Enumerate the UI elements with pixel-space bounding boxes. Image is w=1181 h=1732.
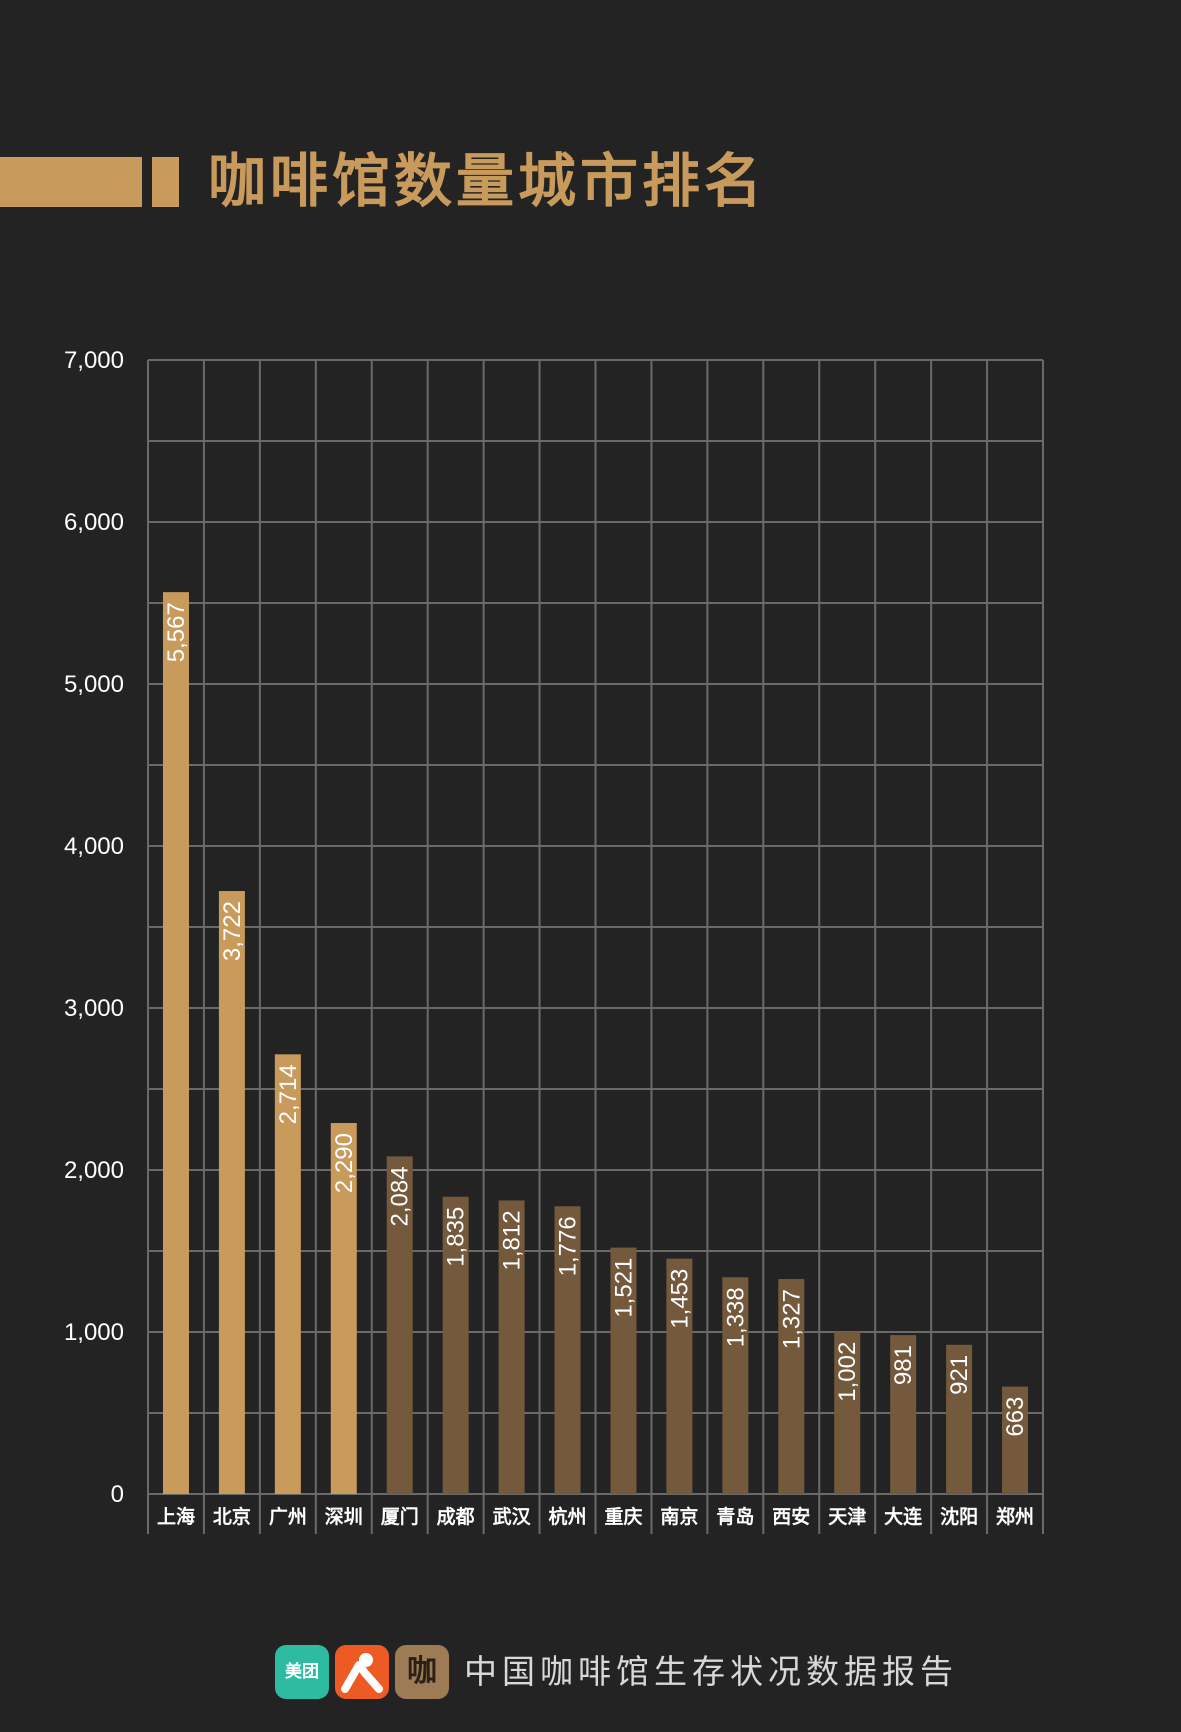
x-tick-label: 成都 [437, 1505, 475, 1528]
kafei-logo-icon: 咖 [395, 1645, 449, 1699]
x-tick-label: 广州 [269, 1505, 307, 1528]
y-tick-label: 7,000 [64, 347, 124, 374]
bar-value-label: 1,812 [499, 1210, 526, 1270]
bar [274, 1054, 301, 1494]
bar-value-label: 1,327 [778, 1289, 805, 1349]
bar-chart: 0 1,000 2,000 3,000 4,000 5,000 6,000 7,000 5,56… [64, 347, 1044, 1534]
y-tick-label: 1,000 [64, 1319, 124, 1346]
chart-title-banner: 咖啡馆数量城市排名 [0, 150, 900, 212]
bar-value-label: 3,722 [219, 901, 246, 961]
bar-value-label: 1,002 [834, 1342, 861, 1402]
x-tick-label: 厦门 [381, 1505, 419, 1528]
bar-value-label: 663 [1002, 1397, 1029, 1437]
bar-value-label: 2,714 [275, 1064, 302, 1124]
bar [162, 592, 189, 1494]
footer: 美团 咖 中国咖啡馆生存状况数据报告 [272, 1643, 1032, 1701]
bar-value-label: 1,453 [666, 1269, 693, 1329]
bar [722, 1277, 749, 1494]
x-tick-label: 沈阳 [940, 1505, 978, 1528]
bar-value-label: 1,776 [555, 1216, 582, 1276]
x-tick-label: 上海 [157, 1505, 195, 1528]
bar-value-label: 981 [890, 1345, 917, 1385]
y-tick-label: 4,000 [64, 833, 124, 860]
bar [666, 1258, 693, 1494]
bar [386, 1156, 413, 1494]
bar-value-label: 1,835 [443, 1207, 470, 1267]
title-accent-bar [0, 157, 142, 207]
y-tick-label: 0 [111, 1481, 124, 1508]
dianping-logo-icon [335, 1645, 389, 1699]
bar [610, 1247, 637, 1494]
chart-title: 咖啡馆数量城市排名 [208, 147, 767, 215]
x-tick-label: 郑州 [996, 1506, 1034, 1528]
bar [778, 1279, 805, 1494]
bar-value-label: 2,290 [331, 1133, 358, 1193]
bar [218, 891, 245, 1494]
y-tick-label: 2,000 [64, 1157, 124, 1184]
x-tick-label: 重庆 [604, 1505, 642, 1528]
bar-value-label: 5,567 [163, 602, 190, 662]
x-tick-label: 大连 [884, 1505, 923, 1528]
x-tick-label: 南京 [660, 1505, 698, 1528]
title-accent-bar-small [152, 157, 179, 207]
meituan-logo-icon: 美团 [275, 1645, 329, 1699]
y-tick-label: 5,000 [64, 671, 124, 698]
x-tick-label: 深圳 [325, 1505, 363, 1528]
bar [834, 1331, 861, 1494]
footer-report-title: 中国咖啡馆生存状况数据报告 [464, 1652, 958, 1691]
x-tick-label: 西安 [772, 1505, 810, 1528]
bar [330, 1123, 357, 1494]
bar [498, 1200, 525, 1494]
bar [946, 1344, 973, 1494]
bar [1002, 1386, 1029, 1494]
x-tick-label: 青岛 [716, 1505, 754, 1528]
x-tick-label: 武汉 [493, 1506, 532, 1528]
y-tick-label: 3,000 [64, 995, 124, 1022]
bar [890, 1335, 917, 1494]
x-tick-label: 杭州 [549, 1505, 587, 1528]
x-tick-label: 北京 [213, 1505, 251, 1528]
y-tick-label: 6,000 [64, 509, 124, 536]
bar-value-label: 921 [946, 1355, 973, 1395]
bar [554, 1206, 581, 1494]
bar-value-label: 2,084 [387, 1166, 414, 1226]
bar [442, 1196, 469, 1494]
bar-value-label: 1,521 [610, 1258, 637, 1318]
x-tick-label: 天津 [828, 1505, 866, 1528]
bar-value-label: 1,338 [722, 1287, 749, 1347]
